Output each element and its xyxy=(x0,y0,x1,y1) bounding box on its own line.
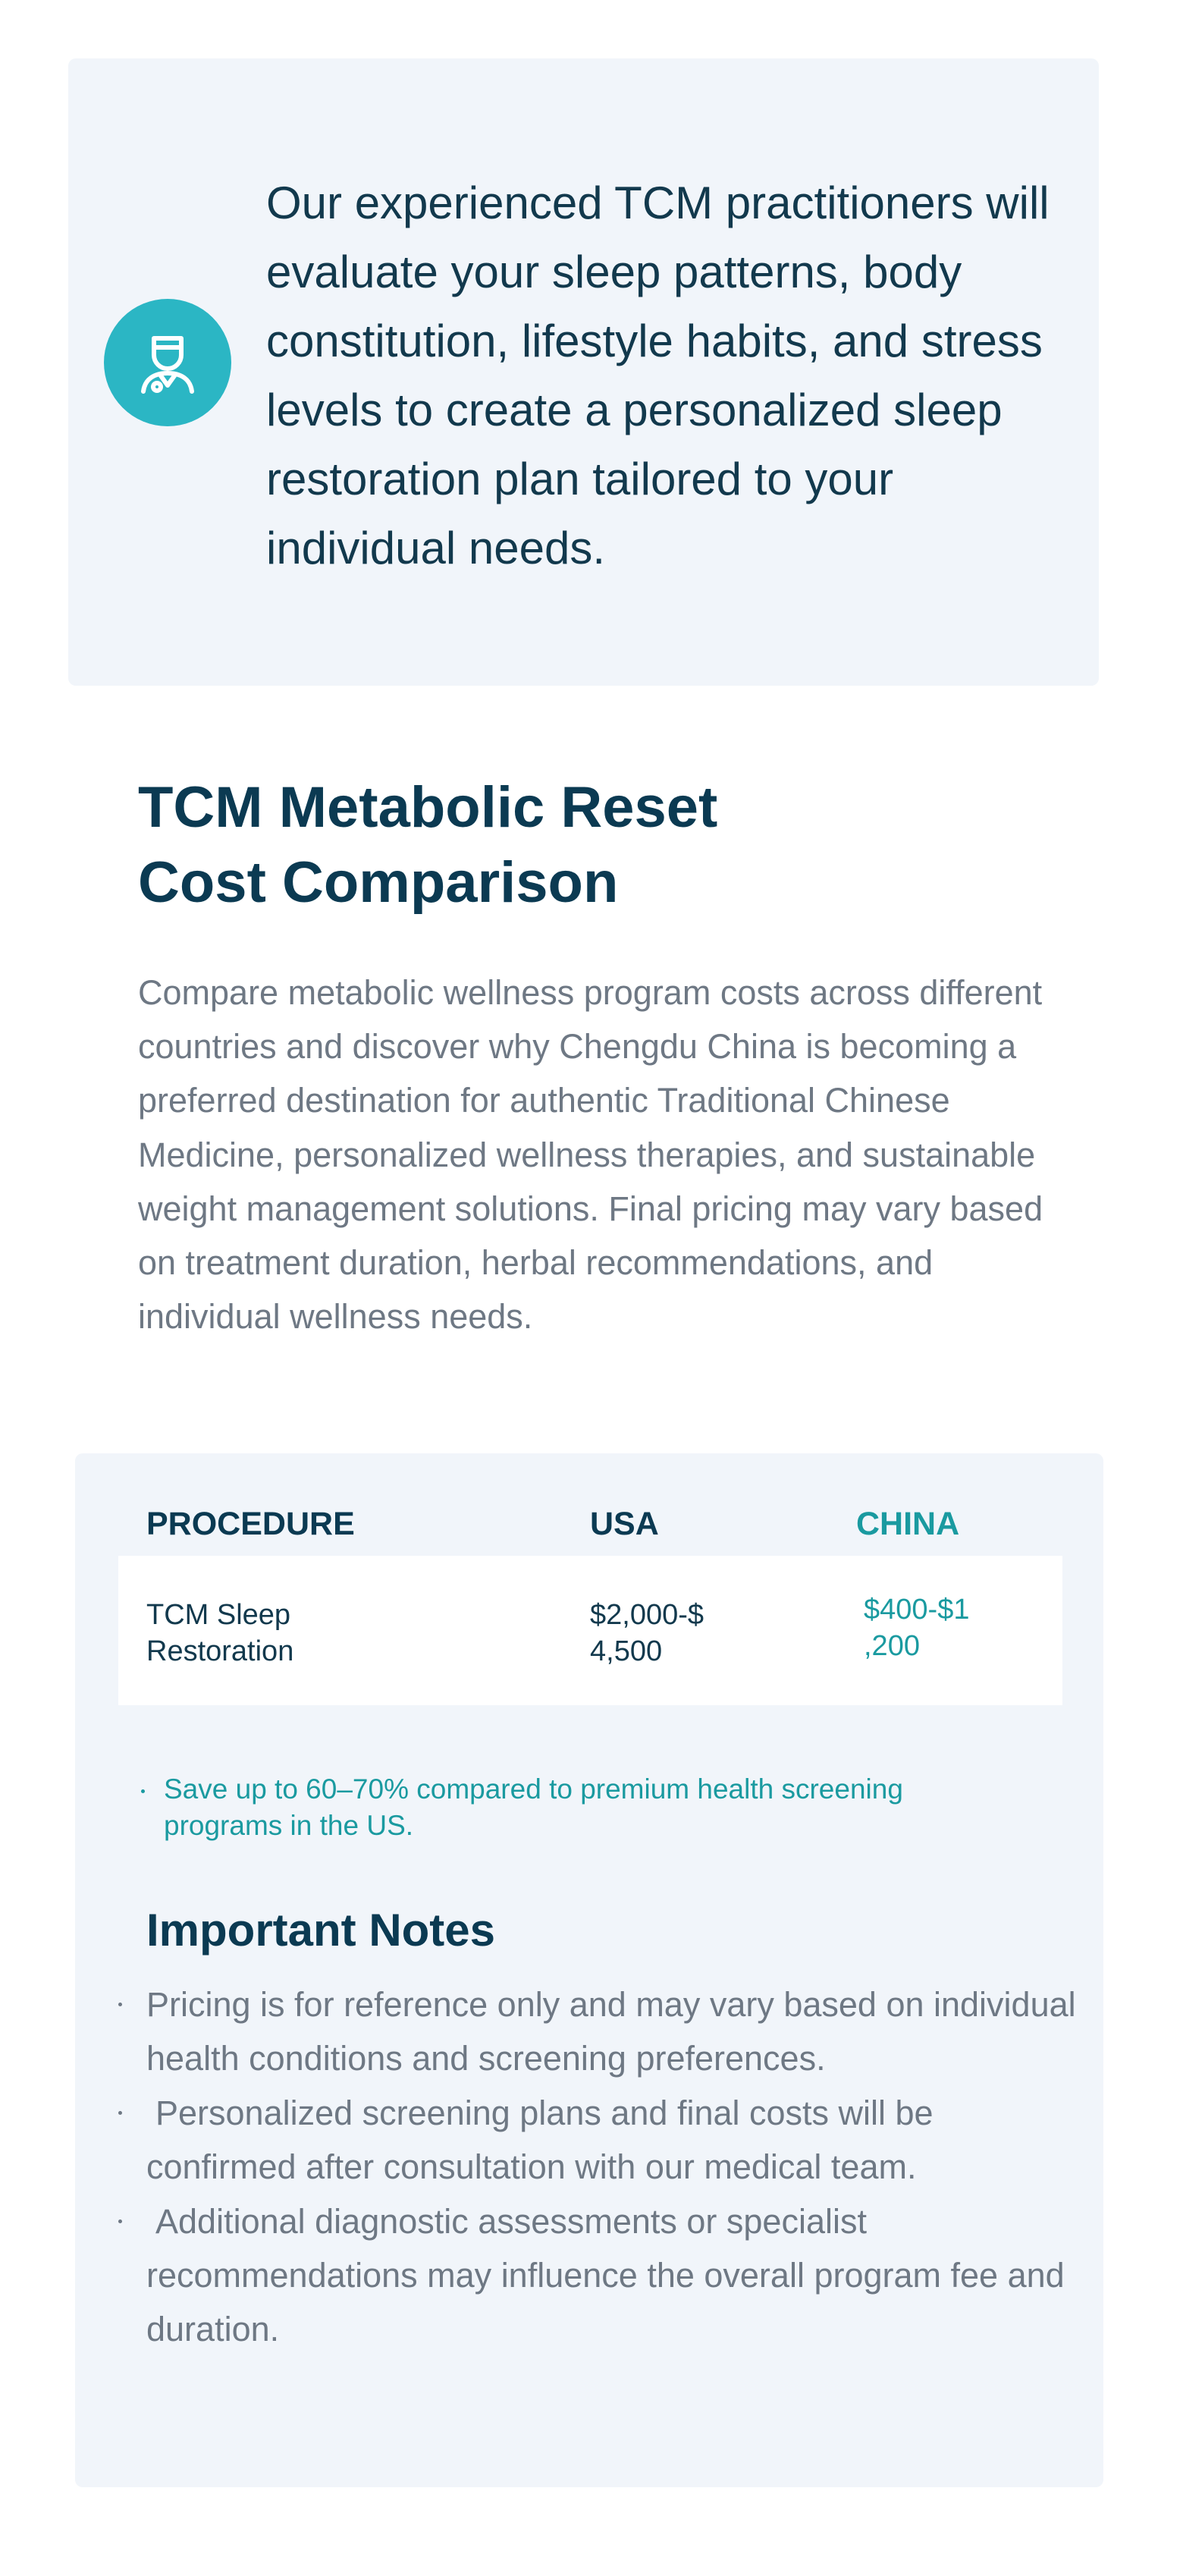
table-row xyxy=(118,1556,1062,1705)
header-usa: USA xyxy=(590,1506,659,1542)
note-item: Pricing is for reference only and may va… xyxy=(118,1978,1079,2086)
header-procedure: PROCEDURE xyxy=(146,1506,355,1542)
cell-usa: $2,000-$4,500 xyxy=(590,1599,704,1667)
note-item: Additional diagnostic assessments or spe… xyxy=(118,2194,1079,2357)
cell-procedure: TCM Sleep Restoration xyxy=(146,1599,294,1667)
note-text: Pricing is for reference only and may va… xyxy=(146,1985,1076,2078)
note-text: Additional diagnostic assessments or spe… xyxy=(146,2201,1065,2349)
intro-text: Our experienced TCM practitioners will e… xyxy=(266,177,1050,573)
bullet xyxy=(118,2219,122,2223)
savings-note: Save up to 60–70% compared to premium he… xyxy=(164,1773,903,1841)
bullet xyxy=(141,1789,145,1793)
header-china: CHINA xyxy=(856,1506,960,1542)
intro-card xyxy=(68,58,1099,686)
bullet xyxy=(118,2110,122,2115)
section-title: TCM Metabolic Reset Cost Comparison xyxy=(138,775,718,915)
section-description: Compare metabolic wellness program costs… xyxy=(138,973,1043,1337)
bullet xyxy=(118,2003,122,2006)
note-text: Personalized screening plans and final c… xyxy=(146,2093,934,2187)
note-item: Personalized screening plans and final c… xyxy=(118,2086,1079,2194)
notes-title: Important Notes xyxy=(146,1905,496,1956)
cell-china: $400-$1,200 xyxy=(864,1594,970,1662)
notes-list: Pricing is for reference only and may va… xyxy=(118,1978,1079,2357)
doctor-icon xyxy=(104,299,231,426)
